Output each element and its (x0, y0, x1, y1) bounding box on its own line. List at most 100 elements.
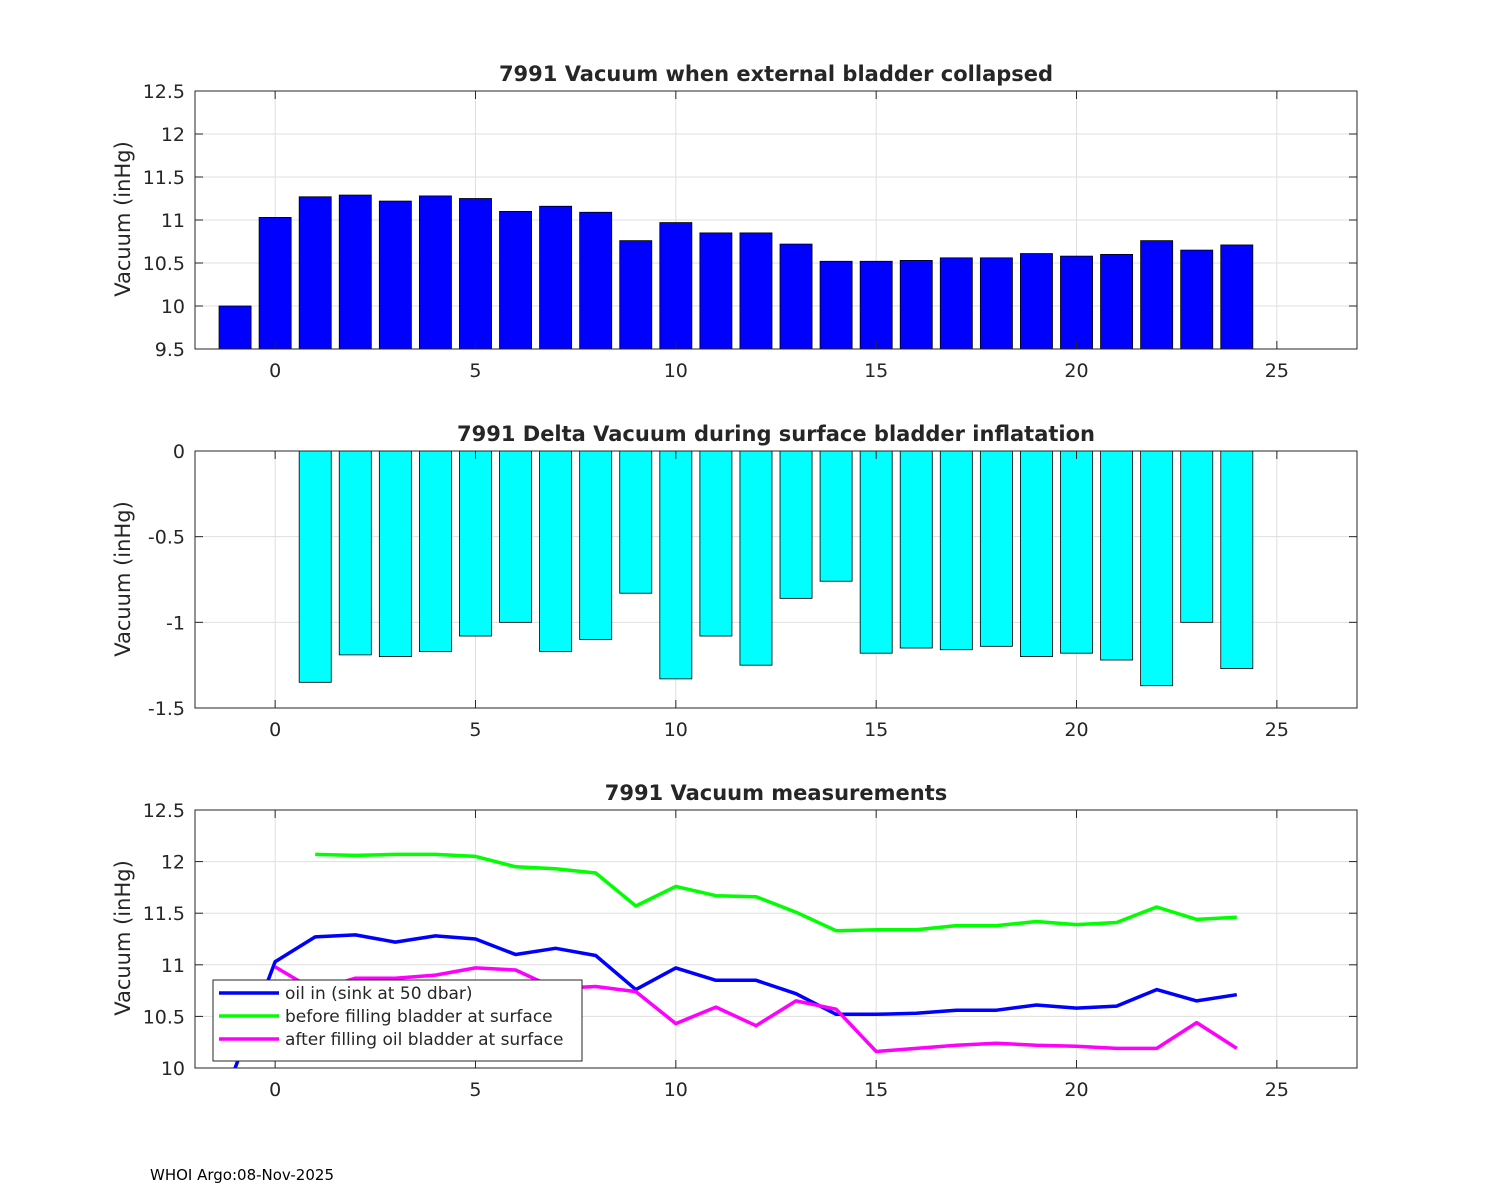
x-tick-label: 10 (664, 1079, 688, 1101)
bar (779, 243, 813, 349)
bar (298, 451, 332, 683)
bar (1180, 451, 1214, 623)
series-line (315, 852, 1237, 933)
vacuum-measurements-line-chart: 7991 Vacuum measurements Vacuum (inHg) 0… (111, 781, 1358, 1101)
legend-label: after filling oil bladder at surface (285, 1030, 563, 1050)
legend: oil in (sink at 50 dbar) before filling b… (212, 979, 583, 1062)
y-axis-label: Vacuum (inHg) (111, 860, 135, 1016)
bar (499, 451, 532, 623)
bar (939, 257, 973, 349)
bar (218, 305, 252, 349)
x-tick-label: 20 (1064, 360, 1088, 382)
bar (1140, 240, 1174, 349)
bar (619, 451, 653, 594)
y-axis-label: Vacuum (inHg) (111, 141, 135, 297)
x-tick-label: 15 (864, 1079, 888, 1101)
plot-marks (233, 852, 1238, 1068)
y-tick-label: 11 (161, 210, 185, 232)
bar (899, 451, 933, 649)
bar (378, 200, 412, 349)
bar (699, 232, 733, 349)
plot-marks (298, 451, 1254, 687)
y-tick-label: 10 (161, 1058, 185, 1080)
y-tick-label: 11 (161, 955, 185, 977)
y-tick-label: 9.5 (155, 339, 185, 361)
chart-title: 7991 Delta Vacuum during surface bladder… (457, 422, 1095, 446)
bar (739, 451, 773, 666)
x-tick-label: 0 (269, 719, 281, 741)
bar (1220, 451, 1254, 669)
x-tick-label: 20 (1064, 1079, 1088, 1101)
delta-vacuum-bar-chart: 7991 Delta Vacuum during surface bladder… (111, 422, 1358, 741)
bar (1180, 249, 1214, 349)
y-tick-label: 10.5 (143, 1006, 185, 1028)
vacuum-collapsed-bar-chart: 7991 Vacuum when external bladder collap… (111, 62, 1358, 382)
x-tick-label: 25 (1265, 360, 1289, 382)
bar (979, 257, 1013, 349)
x-tick-label: 5 (469, 360, 481, 382)
bar (659, 451, 693, 680)
series-line (233, 933, 1238, 1068)
bar (899, 260, 933, 349)
bar (1020, 451, 1053, 658)
plot-frame (194, 450, 1358, 709)
bar (539, 205, 573, 349)
chart-title: 7991 Vacuum when external bladder collap… (499, 62, 1053, 86)
bar (819, 451, 853, 582)
y-tick-label: -1 (166, 612, 185, 634)
bar (739, 232, 773, 349)
bar (859, 260, 893, 349)
x-tick-label: 5 (469, 719, 481, 741)
x-tick-label: 25 (1265, 719, 1289, 741)
bar (859, 451, 893, 654)
chart-title: 7991 Vacuum measurements (605, 781, 948, 805)
bar (378, 451, 412, 658)
bar (338, 194, 372, 349)
bar (459, 451, 492, 637)
x-tick-label: 0 (269, 360, 281, 382)
x-tick-label: 15 (864, 360, 888, 382)
bar (418, 451, 452, 652)
x-tick-label: 5 (469, 1079, 481, 1101)
bar (298, 196, 332, 349)
bar (1220, 244, 1254, 349)
bar (258, 217, 292, 349)
bar (338, 451, 372, 656)
bar (1060, 255, 1093, 349)
bar (699, 451, 733, 637)
y-tick-label: 10 (161, 296, 185, 318)
bar (579, 211, 613, 349)
x-tick-label: 15 (864, 719, 888, 741)
x-tick-label: 10 (664, 360, 688, 382)
legend-label: oil in (sink at 50 dbar) (285, 984, 473, 1004)
bar (819, 260, 853, 349)
y-tick-label: 11.5 (143, 903, 185, 925)
bar (579, 451, 613, 640)
legend-label: before filling bladder at surface (285, 1007, 553, 1027)
bar (459, 198, 492, 349)
y-tick-label: 0 (173, 441, 185, 463)
y-tick-label: 10.5 (143, 253, 185, 275)
plot-marks (218, 194, 1254, 349)
bar (659, 222, 693, 349)
plot-frame (194, 809, 1358, 1069)
bar (939, 451, 973, 651)
y-tick-label: -0.5 (148, 527, 185, 549)
bar (539, 451, 573, 652)
y-tick-label: 12.5 (143, 800, 185, 822)
bar (1100, 253, 1134, 349)
y-tick-label: 12.5 (143, 81, 185, 103)
bar (1100, 451, 1134, 661)
bar (979, 451, 1013, 647)
y-tick-label: 11.5 (143, 167, 185, 189)
y-axis-label: Vacuum (inHg) (111, 501, 135, 657)
y-tick-label: -1.5 (148, 698, 185, 720)
bar (499, 210, 532, 349)
y-tick-label: 12 (161, 852, 185, 874)
x-tick-label: 10 (664, 719, 688, 741)
x-tick-label: 25 (1265, 1079, 1289, 1101)
bar (1020, 253, 1053, 349)
bar (619, 240, 653, 349)
bar (1140, 451, 1174, 687)
